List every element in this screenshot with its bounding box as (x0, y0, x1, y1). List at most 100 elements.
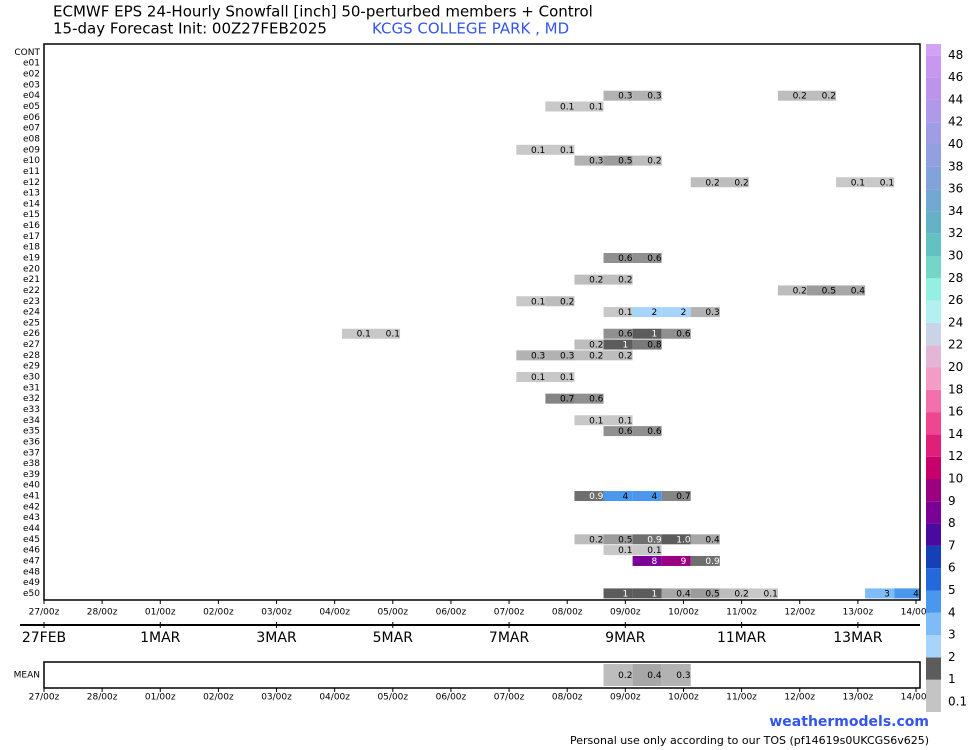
colorbar-block (926, 635, 941, 658)
cell (632, 491, 662, 502)
cell-label: 1 (622, 589, 628, 599)
cell (603, 664, 633, 686)
colorbar-block (926, 389, 941, 413)
mean-x-tick-label: 04/00z (319, 693, 350, 703)
cell-label: 0.6 (618, 330, 633, 340)
colorbar-block (926, 211, 941, 234)
mean-x-tick-label: 28/00z (87, 693, 118, 703)
cell-label: 1 (652, 589, 658, 599)
cell-label: 0.3 (705, 308, 719, 318)
mean-label: MEAN (14, 671, 40, 681)
cell-label: 0.2 (734, 589, 748, 599)
cell-label: 0.9 (589, 492, 604, 502)
row-label: e45 (23, 535, 40, 545)
row-label: e13 (23, 189, 40, 199)
cell-label: 3 (884, 589, 890, 599)
location: KCGS COLLEGE PARK , MD (372, 20, 569, 38)
cell-label: 0.1 (531, 146, 545, 156)
colorbar-label: 30 (948, 249, 963, 263)
colorbar-label: 14 (948, 427, 963, 441)
cell-label: 0.1 (357, 330, 371, 340)
colorbar-label: 22 (948, 338, 963, 352)
colorbar-block (926, 189, 941, 212)
cell-label: 0.4 (851, 286, 866, 296)
colorbar-label: 10 (948, 472, 963, 486)
cell (632, 90, 662, 101)
cell (632, 534, 662, 545)
cell-label: 0.1 (618, 546, 632, 556)
x-tick-label: 27/00z (29, 608, 60, 618)
cell-label: 4 (913, 589, 919, 599)
colorbar-label: 4 (948, 605, 956, 619)
cell-label: 0.2 (822, 92, 836, 102)
date-label: 11MAR (717, 630, 766, 646)
row-label: e43 (23, 513, 40, 523)
cell (661, 491, 691, 502)
colorbar-block (926, 545, 941, 569)
colorbar-label: 7 (948, 538, 956, 552)
x-tick-label: 28/00z (87, 608, 118, 618)
cell-label: 1 (652, 330, 658, 340)
cell (894, 588, 920, 599)
colorbar-label: 36 (948, 182, 963, 196)
cell-label: 0.3 (676, 671, 690, 681)
cell (603, 307, 633, 318)
row-label: e40 (23, 481, 40, 491)
cell-label: 0.6 (647, 254, 662, 264)
x-tick-label: 08/00z (552, 608, 583, 618)
cell-label: 0.3 (560, 351, 574, 361)
cell (632, 555, 662, 566)
cell (661, 328, 691, 339)
mean-x-tick-label: 08/00z (552, 693, 583, 703)
colorbar-label: 40 (948, 137, 963, 151)
date-label: 9MAR (605, 630, 646, 646)
mean-x-tick-label: 02/00z (203, 693, 234, 703)
colorbar-block (926, 55, 941, 78)
row-label: e35 (23, 427, 40, 437)
cell-label: 0.2 (793, 92, 807, 102)
mean-cells: 0.2 0.4 0.3 (603, 664, 691, 686)
cell-label: 8 (652, 557, 658, 567)
row-label: e12 (23, 178, 40, 188)
row-label: e21 (23, 275, 40, 285)
cell-label: 0.1 (764, 589, 778, 599)
x-tick-label: 06/00z (436, 608, 467, 618)
colorbar-label: 42 (948, 115, 963, 129)
cell-label: 0.1 (560, 373, 574, 383)
x-tick-label: 07/00z (494, 608, 525, 618)
cell-label: 0.2 (734, 178, 748, 188)
cell (603, 155, 633, 166)
row-label: e23 (23, 297, 40, 307)
colorbar-label: 26 (948, 293, 963, 307)
row-label: e05 (23, 102, 40, 112)
colorbar-label: 5 (948, 583, 956, 597)
colorbar-block (926, 523, 941, 546)
cell-label: 0.3 (531, 351, 545, 361)
row-label: e49 (23, 578, 40, 588)
cell-label: 0.2 (647, 157, 661, 167)
cell (574, 491, 604, 502)
cell (574, 155, 604, 166)
cell-label: 0.5 (822, 286, 836, 296)
cell (865, 177, 895, 188)
cell (661, 588, 691, 599)
cell (574, 339, 604, 350)
cell (632, 307, 662, 318)
cell-label: 1.0 (676, 535, 691, 545)
cell (603, 588, 633, 599)
mean-frame (43, 661, 921, 689)
cell-label: 0.4 (676, 589, 691, 599)
mean-x-tick-label: 11/00z (726, 693, 757, 703)
cell (777, 285, 807, 296)
cell (603, 534, 633, 545)
x-tick-label: 14/00z (901, 608, 932, 618)
cell (603, 415, 633, 426)
colorbar-label: 46 (948, 70, 963, 84)
cell-label: 0.2 (589, 535, 603, 545)
colorbar-block (926, 44, 941, 56)
cell (690, 534, 720, 545)
row-label: e03 (23, 80, 40, 90)
row-label: e32 (23, 394, 40, 404)
cell-label: 0.5 (618, 157, 632, 167)
mean-x-tick-label: 14/00z (901, 693, 932, 703)
